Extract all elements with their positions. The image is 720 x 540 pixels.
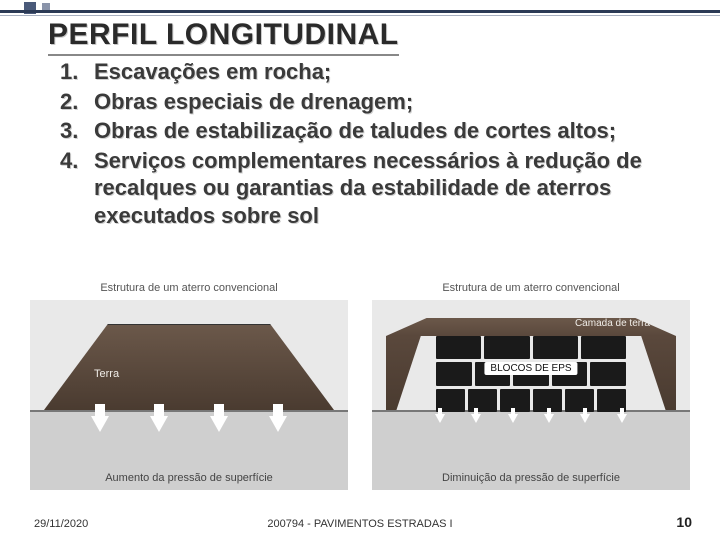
list-item-number: 1.: [60, 58, 94, 86]
arrow-down-icon: [269, 416, 287, 432]
figure-left-ground-line: [30, 410, 348, 412]
list-item-number: 2.: [60, 88, 94, 116]
figure-right-title: Estrutura de um aterro convencional: [372, 282, 690, 294]
embankment: Terra: [44, 324, 334, 410]
figure-left-caption: Aumento da pressão de superfície: [30, 472, 348, 484]
list-item-number: 3.: [60, 117, 94, 145]
figure-left-title: Estrutura de um aterro convencional: [30, 282, 348, 294]
figures-row: Estrutura de um aterro convencional Terr…: [30, 290, 690, 490]
pressure-arrows-left: [70, 416, 308, 432]
eps-block: [581, 336, 626, 359]
eps-row: [436, 389, 626, 412]
arrow-down-icon: [150, 416, 168, 432]
eps-block: [533, 336, 578, 359]
arrow-down-small-icon: [544, 414, 554, 423]
list-item-number: 4.: [60, 147, 94, 230]
eps-row: [436, 336, 626, 359]
eps-block: [436, 362, 472, 385]
eps-block: [565, 389, 594, 412]
figure-right-caption: Diminuição da pressão de superfície: [372, 472, 690, 484]
accent-rule-thin: [0, 15, 720, 16]
arrow-down-small-icon: [508, 414, 518, 423]
embankment-fill: [44, 324, 334, 410]
list-item: 2.Obras especiais de drenagem;: [60, 88, 680, 116]
figure-right: Estrutura de um aterro convencional Cama…: [372, 290, 690, 490]
list-item: 4.Serviços complementares necessários à …: [60, 147, 680, 230]
arrow-down-small-icon: [617, 414, 627, 423]
eps-block: [468, 389, 497, 412]
eps-block: [484, 336, 529, 359]
arrow-down-icon: [91, 416, 109, 432]
list-item-text: Obras especiais de drenagem;: [94, 88, 680, 116]
eps-block: [436, 336, 481, 359]
accent-squares: [0, 0, 720, 8]
footer-page-number: 10: [676, 514, 692, 530]
arrow-down-icon: [210, 416, 228, 432]
eps-block: [590, 362, 626, 385]
arrow-down-small-icon: [580, 414, 590, 423]
list-item: 1.Escavações em rocha;: [60, 58, 680, 86]
bullet-list: 1.Escavações em rocha;2.Obras especiais …: [60, 58, 680, 231]
slide-title: PERFIL LONGITUDINAL: [48, 18, 399, 56]
arrow-down-small-icon: [435, 414, 445, 423]
list-item: 3.Obras de estabilização de taludes de c…: [60, 117, 680, 145]
embankment-label: Terra: [94, 368, 119, 380]
figure-left: Estrutura de um aterro convencional Terr…: [30, 290, 348, 490]
eps-block: [500, 389, 529, 412]
accent-rule-thick: [0, 10, 720, 13]
eps-label: BLOCOS DE EPS: [484, 362, 577, 375]
list-item-text: Obras de estabilização de taludes de cor…: [94, 117, 680, 145]
list-item-text: Serviços complementares necessários à re…: [94, 147, 680, 230]
list-item-text: Escavações em rocha;: [94, 58, 680, 86]
pressure-arrows-right: [422, 414, 640, 423]
arrow-down-small-icon: [471, 414, 481, 423]
soil-top-label: Camada de terra: [575, 318, 650, 329]
footer: 29/11/2020 200794 - PAVIMENTOS ESTRADAS …: [0, 510, 720, 530]
footer-course: 200794 - PAVIMENTOS ESTRADAS I: [0, 518, 720, 530]
